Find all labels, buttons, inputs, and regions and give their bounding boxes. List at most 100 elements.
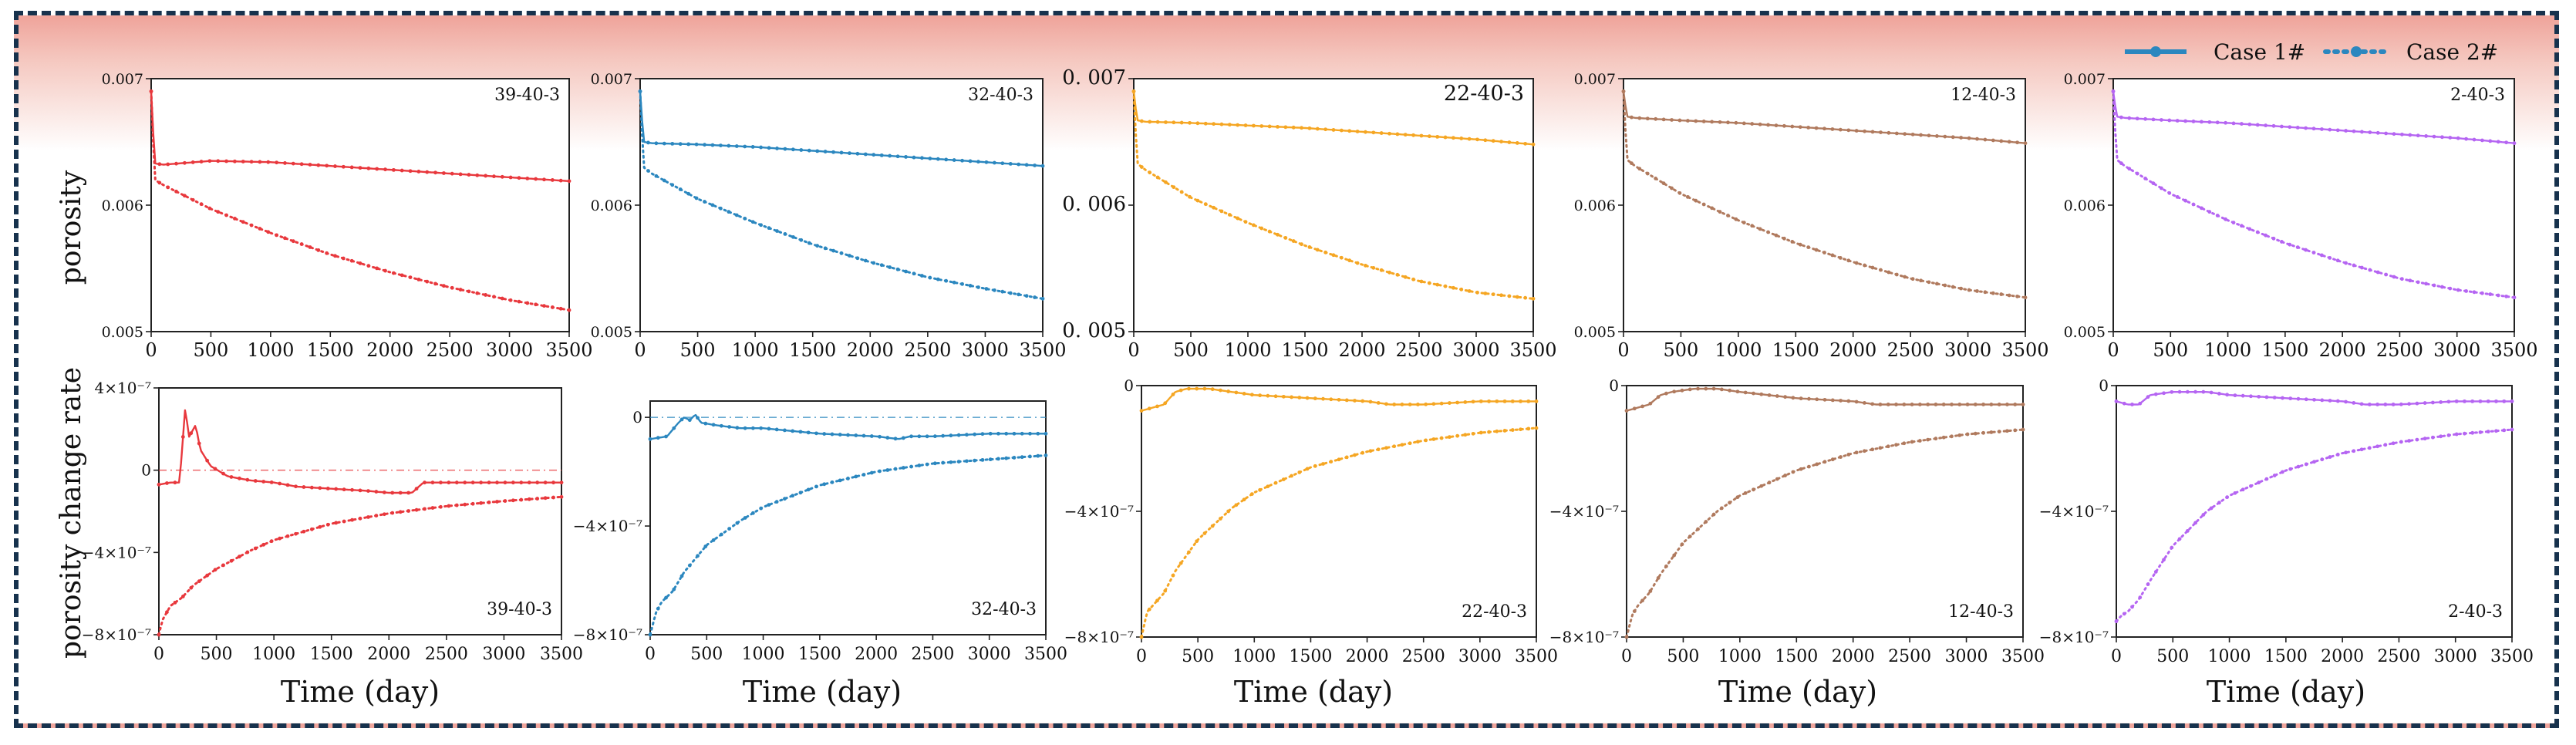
series-case2-point [261,542,266,547]
series-case2-point [1273,480,1278,485]
series-case2-point [238,555,241,559]
series-case1-point [414,487,419,491]
x-tick-label: 1000 [247,339,294,361]
panel-title: 12-40-3 [1948,602,2014,622]
series-case2-point [2375,270,2380,275]
series-case2-point [1243,220,1248,224]
series-case1-point [442,171,446,175]
series-case1-point [2240,122,2244,126]
x-tick-label: 0 [1128,339,1139,361]
series-case1-point [325,163,329,168]
series-case2-point [2288,242,2292,247]
x-tick-label: 0 [153,645,164,664]
series-case2-point [1276,232,1280,237]
series-case2-point [1290,474,1293,478]
series-case2-point [1387,270,1391,275]
series-case1-point [783,428,787,433]
series-case2-point [901,466,905,470]
series-case1-point [1243,123,1248,127]
series-case1-point [750,426,755,430]
series-case1-point [775,147,779,150]
series-case2-point [2470,430,2475,435]
series-case1-point [525,176,530,180]
series-case1-point [1798,125,1802,130]
series-case2-point [2407,439,2412,443]
series-case1-point [1195,121,1200,126]
series-case2-point [2013,428,2018,433]
series-case1-point [2439,400,2443,404]
series-case1-point [727,425,731,429]
series-case2-point [1148,170,1152,175]
series-case1-point [2502,399,2507,403]
series-case2-point [759,223,763,228]
series-case2-point [1750,224,1755,228]
series-case2-point [1419,279,1424,284]
series-case2-point [205,573,210,578]
series-case2-point [2384,272,2389,277]
series-case2-point [1711,512,1716,517]
x-tick-label: 3500 [1515,647,1558,666]
series-case1-point [2510,399,2514,403]
series-case1-point [1487,399,1491,403]
series-case1-point [1870,402,1875,406]
series-case2-point [2295,245,2300,250]
series-case1-point [1799,396,1803,401]
series-case2-point [229,558,234,563]
series-case2-point [2233,490,2237,495]
series-case1-point [1910,403,1914,406]
series-case1-point [2360,130,2364,134]
series-case2-point [941,460,946,465]
series-case1-point [463,480,467,485]
series-case2-point [2130,605,2134,609]
series-case1-point [2138,401,2143,406]
series-case2-point [767,503,771,507]
series-case2-point [567,308,572,312]
series-case1-point [936,157,940,161]
series-case1-point [2013,403,2018,406]
panel-title: 2-40-3 [2450,86,2505,105]
series-case1-point [1640,404,1644,409]
series-case1-point [1806,126,1811,130]
series-case1-point [759,145,763,150]
series-case1-point [814,431,818,436]
series-case2-point [550,305,555,309]
series-case2-point [463,502,467,507]
chart-panel-7: 0 500 1000 1500 2000 2500 3000 3500 −8×10⁻⁷ −4×10… [573,400,1067,664]
series-case2-point [2375,444,2379,449]
series-case1-point [1927,133,1931,138]
series-case2-point [408,275,413,280]
series-case1-point [1894,403,1898,406]
series-case1-point [2320,398,2325,403]
series-case2-point [1139,635,1144,639]
series-case1-point [1323,127,1328,132]
series-case2-point [909,464,913,469]
series-case1-point [1387,131,1391,136]
series-case1-point [382,490,386,494]
x-tick-label: 0 [634,339,646,361]
series-case2-point [2312,460,2316,464]
series-case1-point [398,490,403,495]
series-case1-point [207,159,212,163]
series-case2-point [349,258,354,263]
series-case1-point [2328,127,2332,132]
series-case1-point [2241,393,2245,398]
series-case2-point [1424,438,1428,443]
x-tick-label: 1500 [798,645,841,664]
series-case1-point [807,148,811,153]
series-case2-point [2478,430,2483,434]
series-case1-point [1965,403,1970,406]
series-case1-point [2288,125,2292,130]
series-case2-point [2175,194,2180,199]
series-case1-point [984,160,989,164]
x-axis-label-2: Time (day) [743,675,902,709]
series-case1-point [1210,387,1215,392]
series-case1-point [735,426,740,430]
series-case1-point [2217,391,2221,396]
series-case2-point [831,248,835,253]
series-case2-point [342,519,346,524]
series-case1-point [1452,136,1455,140]
x-tick-label: 3500 [540,645,583,664]
series-case2-point [2486,430,2490,434]
series-case2-point [475,291,480,295]
series-case2-point [2391,441,2396,446]
